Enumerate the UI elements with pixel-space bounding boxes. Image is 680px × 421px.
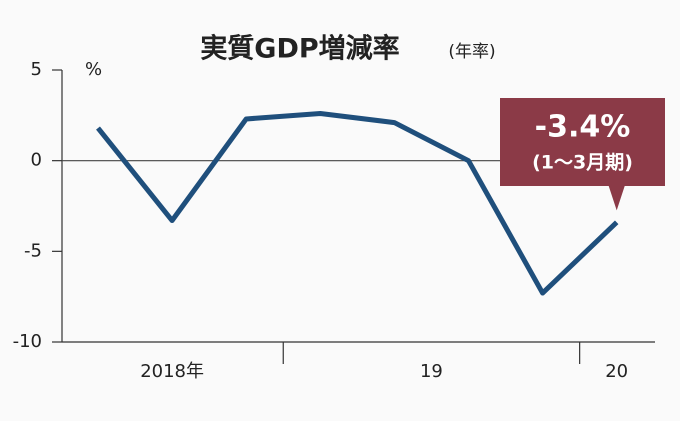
x-tick-label: 20 [605,361,628,382]
chart-subtitle: (年率) [448,42,495,62]
y-tick-label: -10 [13,331,42,352]
callout [500,98,665,211]
y-unit: % [85,59,102,80]
y-tick-label: 0 [31,150,42,171]
x-tick-label: 2018年 [140,361,204,382]
chart-title: 実質GDP増減率 [200,33,399,65]
value-label: -3.4% [535,110,631,145]
annotation: (1～3月期) [532,152,633,174]
y-tick-label: 5 [31,59,42,80]
y-tick-label: -5 [24,240,42,261]
data-line [96,111,619,296]
x-tick-label: 19 [420,361,443,382]
